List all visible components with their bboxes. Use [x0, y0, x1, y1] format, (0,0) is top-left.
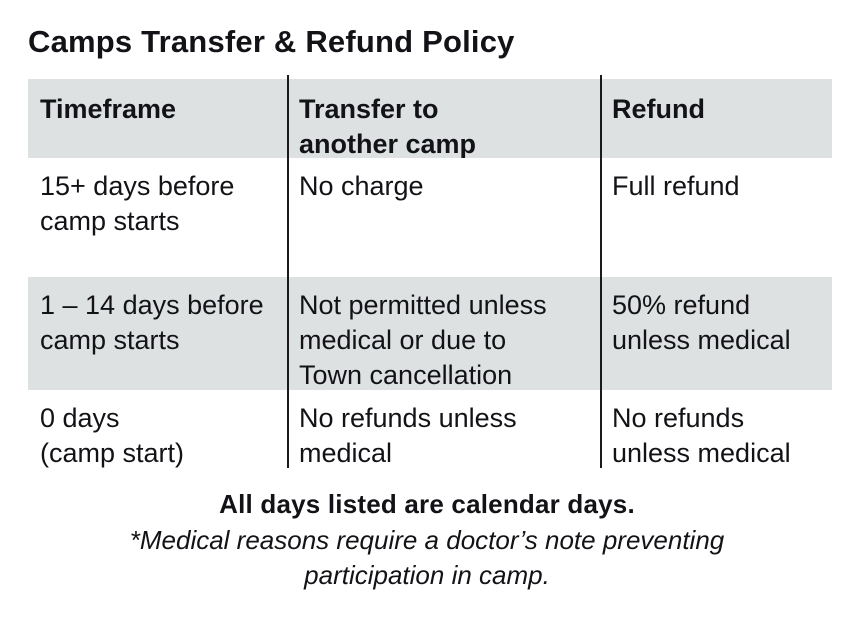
column-divider-1	[287, 75, 289, 468]
column-divider-2	[600, 75, 602, 468]
page-title: Camps Transfer & Refund Policy	[28, 24, 515, 59]
table-cell-refund: No refunds unless medical	[612, 403, 791, 468]
header-transfer: Transfer to another camp	[299, 94, 477, 158]
table-cell-refund: 50% refund unless medical	[612, 290, 791, 355]
table-row-0-days: 0 days (camp start) No refunds unless me…	[28, 390, 832, 468]
table-header-row: Timeframe Transfer to another camp Refun…	[28, 79, 832, 158]
table-cell-transfer: No charge	[299, 171, 424, 201]
table-row-15-plus-days: 15+ days before camp starts No charge Fu…	[28, 158, 832, 277]
table-cell-refund: Full refund	[612, 171, 740, 201]
calendar-days-note: All days listed are calendar days.	[219, 489, 635, 519]
table-cell-timeframe: 1 – 14 days before camp starts	[40, 290, 264, 355]
table-row-1-14-days: 1 – 14 days before camp starts Not permi…	[28, 277, 832, 390]
table-cell-transfer: No refunds unless medical	[299, 403, 517, 468]
header-refund: Refund	[612, 94, 705, 124]
medical-reasons-note: *Medical reasons require a doctor’s note…	[129, 525, 725, 590]
footer-notes: All days listed are calendar days. *Medi…	[0, 486, 854, 593]
header-timeframe: Timeframe	[40, 94, 177, 124]
table-cell-timeframe: 0 days (camp start)	[40, 403, 185, 468]
table-cell-transfer: Not permitted unless medical or due to T…	[299, 290, 547, 390]
table-cell-timeframe: 15+ days before camp starts	[40, 171, 235, 236]
policy-table: Timeframe Transfer to another camp Refun…	[28, 75, 832, 468]
